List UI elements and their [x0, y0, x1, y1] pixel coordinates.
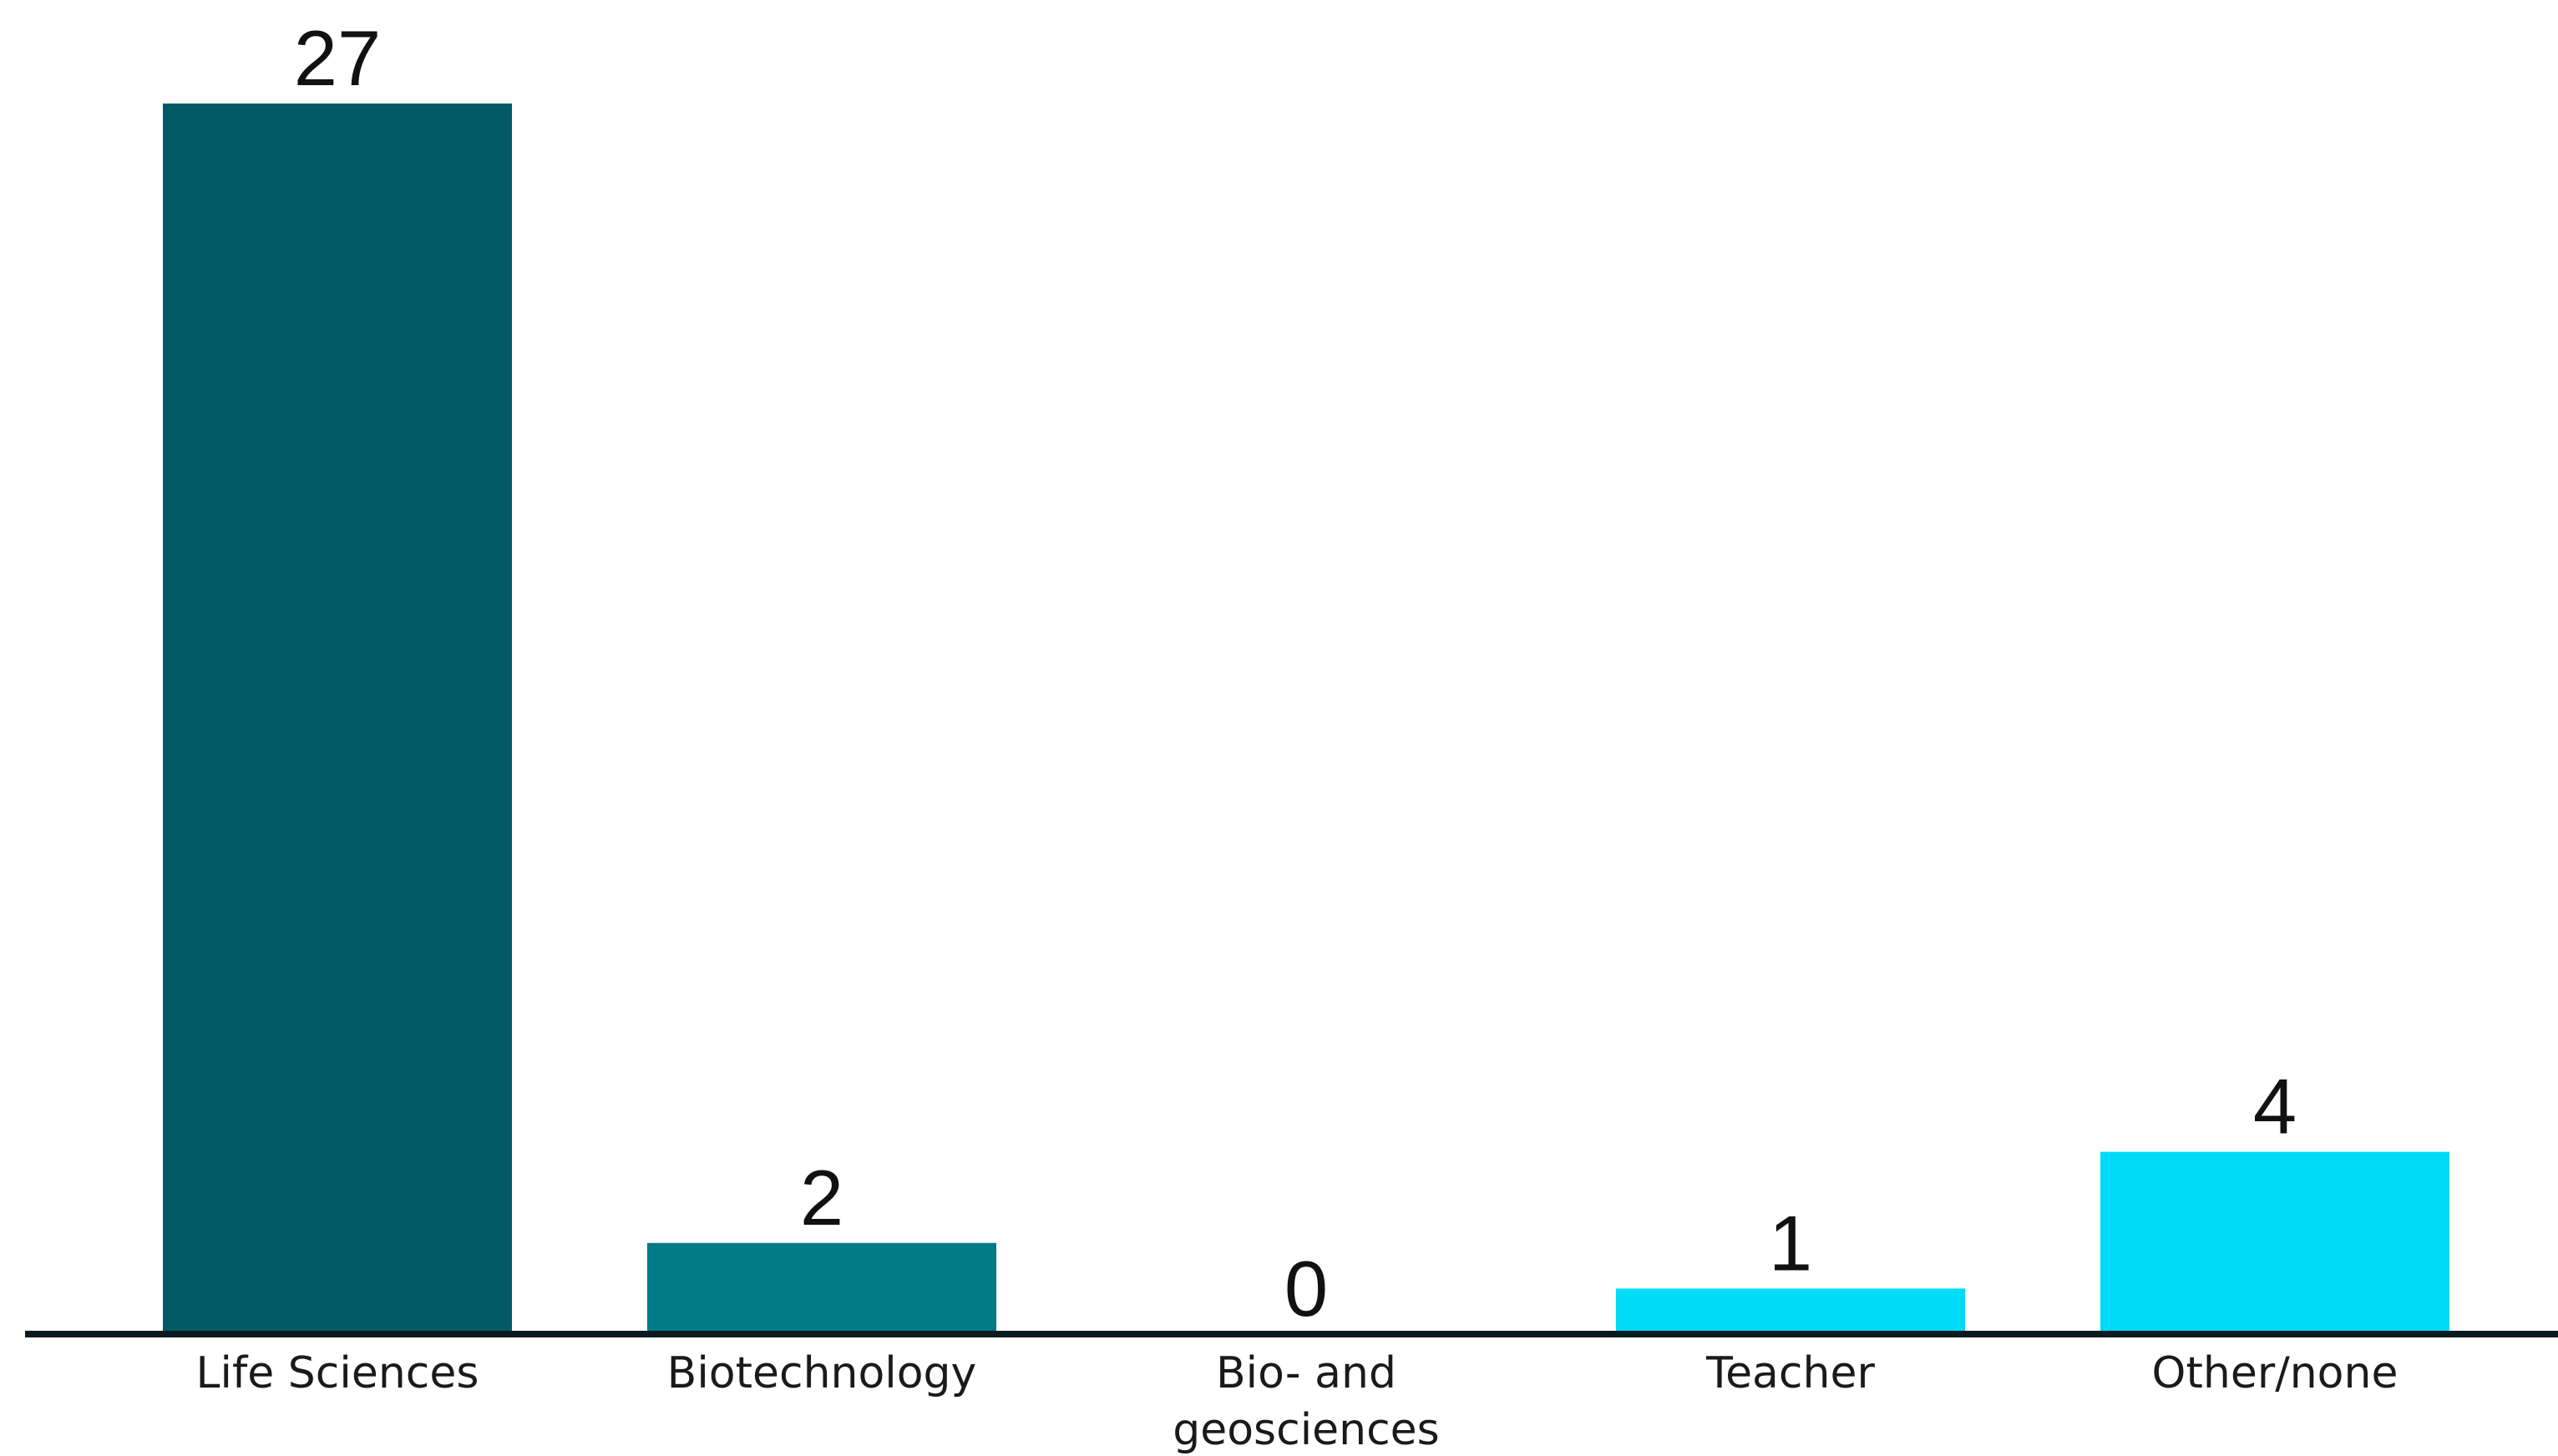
bars-group: [163, 104, 2449, 1334]
category-labels-group: Life Sciences Biotechnology Bio- and geosci…: [196, 1348, 2398, 1455]
category-label-3-line-0: Teacher: [1705, 1348, 1875, 1398]
bar-0: [163, 104, 512, 1334]
value-label-1: 2: [800, 1154, 843, 1241]
category-label-3: Teacher: [1705, 1348, 1875, 1398]
category-label-4-line-0: Other/none: [2152, 1348, 2398, 1398]
category-label-4: Other/none: [2152, 1348, 2398, 1398]
category-label-2: Bio- and geosciences: [1173, 1348, 1440, 1455]
category-label-1-line-0: Biotechnology: [667, 1348, 977, 1398]
value-label-4: 4: [2253, 1063, 2297, 1150]
category-label-2-line-0: Bio- and: [1216, 1348, 1396, 1398]
bar-1: [647, 1242, 996, 1334]
value-label-3: 1: [1769, 1199, 1812, 1287]
bar-3: [1616, 1288, 1965, 1334]
category-label-2-line-1: geosciences: [1173, 1405, 1440, 1455]
category-label-1: Biotechnology: [667, 1348, 977, 1398]
value-label-0: 27: [294, 14, 382, 102]
value-labels-group: 27 2 0 1 4: [294, 14, 2297, 1332]
category-label-0-line-0: Life Sciences: [196, 1348, 479, 1398]
category-label-0: Life Sciences: [196, 1348, 479, 1398]
value-label-2: 0: [1284, 1245, 1328, 1332]
bar-4: [2100, 1151, 2449, 1334]
